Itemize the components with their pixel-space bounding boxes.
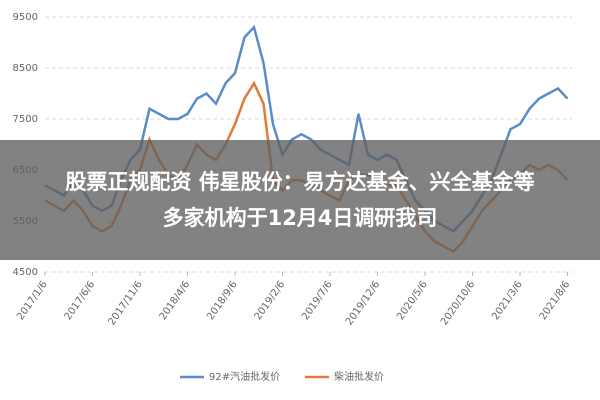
title-line: 股票正规配资 伟星股份：易方达基金、兴全基金等 bbox=[65, 170, 535, 194]
y-tick-label: 8500 bbox=[13, 63, 38, 74]
x-tick-label: 2018/9/6 bbox=[205, 279, 240, 322]
x-tick-label: 2019/7/6 bbox=[300, 279, 335, 322]
x-tick-label: 2021/8/6 bbox=[538, 279, 573, 322]
x-tick-label: 2019/2/6 bbox=[253, 279, 288, 322]
y-tick-label: 4500 bbox=[13, 267, 38, 278]
y-tick-label: 7500 bbox=[13, 114, 38, 125]
y-tick-label: 9500 bbox=[13, 12, 38, 23]
x-tick-label: 2017/11/6 bbox=[106, 279, 144, 327]
x-tick-label: 2020/5/6 bbox=[395, 279, 430, 322]
title-banner: 股票正规配资 伟星股份：易方达基金、兴全基金等 多家机构于12月4日调研我司 bbox=[0, 140, 600, 260]
x-tick-label: 2020/10/6 bbox=[439, 279, 477, 327]
x-tick-label: 2017/6/6 bbox=[63, 279, 98, 322]
x-tick-label: 2019/12/6 bbox=[344, 279, 382, 327]
x-tick-label: 2021/3/6 bbox=[490, 279, 525, 322]
legend-label: 92#汽油批发价 bbox=[209, 370, 280, 383]
x-tick-label: 2018/4/6 bbox=[158, 279, 193, 322]
title-line: 多家机构于12月4日调研我司 bbox=[162, 206, 438, 230]
x-tick-label: 2017/1/6 bbox=[15, 279, 50, 322]
legend-label: 柴油批发价 bbox=[334, 370, 384, 383]
